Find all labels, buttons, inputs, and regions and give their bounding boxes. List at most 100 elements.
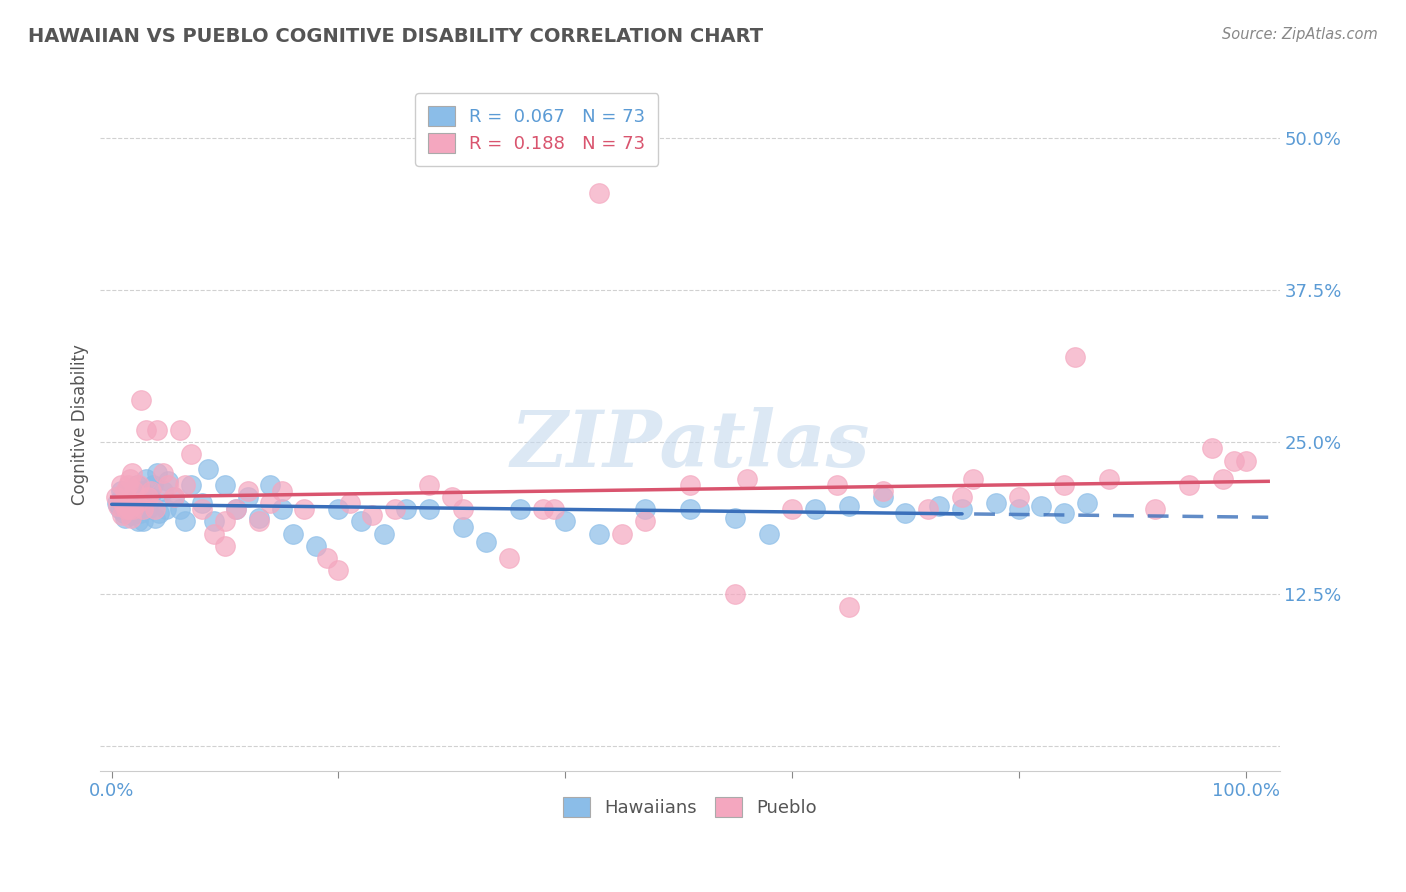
Point (1053, 478, 1076, 492)
Point (531, 502, 554, 516)
Point (191, 496, 214, 510)
Point (157, 474, 180, 488)
Point (894, 506, 917, 520)
Point (294, 502, 316, 516)
Point (475, 535, 498, 549)
Point (143, 510, 166, 524)
Point (202, 514, 225, 528)
Point (225, 502, 247, 516)
Point (105, 496, 128, 510)
Point (125, 496, 148, 510)
Point (120, 510, 142, 524)
Point (117, 478, 139, 492)
Point (197, 462, 219, 476)
Point (135, 423, 157, 437)
Point (131, 483, 153, 498)
Point (129, 506, 152, 520)
Point (451, 502, 474, 516)
Point (118, 500, 141, 514)
Point (125, 478, 148, 492)
Point (735, 472, 758, 486)
Text: HAWAIIAN VS PUEBLO COGNITIVE DISABILITY CORRELATION CHART: HAWAIIAN VS PUEBLO COGNITIVE DISABILITY … (28, 27, 763, 45)
Point (163, 490, 186, 504)
Point (112, 496, 135, 510)
Point (588, 526, 610, 541)
Point (236, 483, 259, 498)
Point (838, 499, 860, 513)
Point (174, 514, 197, 528)
Point (121, 466, 143, 480)
Point (270, 502, 292, 516)
Point (724, 587, 747, 601)
Point (124, 502, 146, 516)
Point (111, 490, 134, 504)
Point (373, 526, 395, 541)
Point (146, 466, 169, 480)
Point (803, 502, 825, 516)
Point (163, 490, 186, 504)
Point (962, 472, 984, 486)
Point (872, 483, 894, 498)
Point (107, 499, 129, 513)
Point (316, 550, 339, 565)
Point (127, 514, 149, 528)
Point (498, 550, 520, 565)
Point (236, 490, 259, 504)
Point (350, 514, 373, 528)
Point (339, 496, 361, 510)
Point (124, 483, 146, 498)
Point (305, 539, 328, 553)
Point (928, 499, 950, 513)
Point (247, 510, 270, 524)
Point (610, 526, 633, 541)
Point (118, 502, 141, 516)
Point (141, 478, 163, 492)
Point (124, 496, 146, 510)
Point (122, 502, 145, 516)
Point (724, 510, 747, 524)
Point (270, 483, 292, 498)
Point (110, 478, 132, 492)
Point (509, 502, 531, 516)
Point (451, 520, 474, 534)
Point (1143, 502, 1166, 516)
Point (633, 514, 655, 528)
Point (1064, 350, 1087, 364)
Legend: Hawaiians, Pueblo: Hawaiians, Pueblo (555, 789, 824, 824)
Point (838, 599, 860, 614)
Point (152, 466, 174, 480)
Point (129, 499, 152, 513)
Point (114, 510, 136, 524)
Point (136, 502, 159, 516)
Point (1008, 502, 1031, 516)
Text: ZIPatlas: ZIPatlas (510, 407, 870, 483)
Point (418, 502, 440, 516)
Point (395, 502, 418, 516)
Point (361, 508, 384, 523)
Point (225, 502, 247, 516)
Point (440, 490, 463, 504)
Point (118, 472, 141, 486)
Point (543, 502, 565, 516)
Point (202, 526, 225, 541)
Y-axis label: Cognitive Disability: Cognitive Disability (72, 343, 89, 505)
Point (146, 423, 169, 437)
Point (105, 490, 128, 504)
Point (128, 490, 150, 504)
Point (129, 392, 152, 407)
Point (1008, 490, 1031, 504)
Point (827, 478, 849, 492)
Point (679, 478, 702, 492)
Point (115, 502, 138, 516)
Point (259, 496, 281, 510)
Point (112, 499, 135, 513)
Point (328, 502, 350, 516)
Point (917, 502, 939, 516)
Point (872, 490, 894, 504)
Point (418, 478, 440, 492)
Point (1178, 478, 1201, 492)
Point (281, 526, 304, 541)
Point (950, 490, 973, 504)
Point (214, 478, 236, 492)
Point (1098, 472, 1121, 486)
